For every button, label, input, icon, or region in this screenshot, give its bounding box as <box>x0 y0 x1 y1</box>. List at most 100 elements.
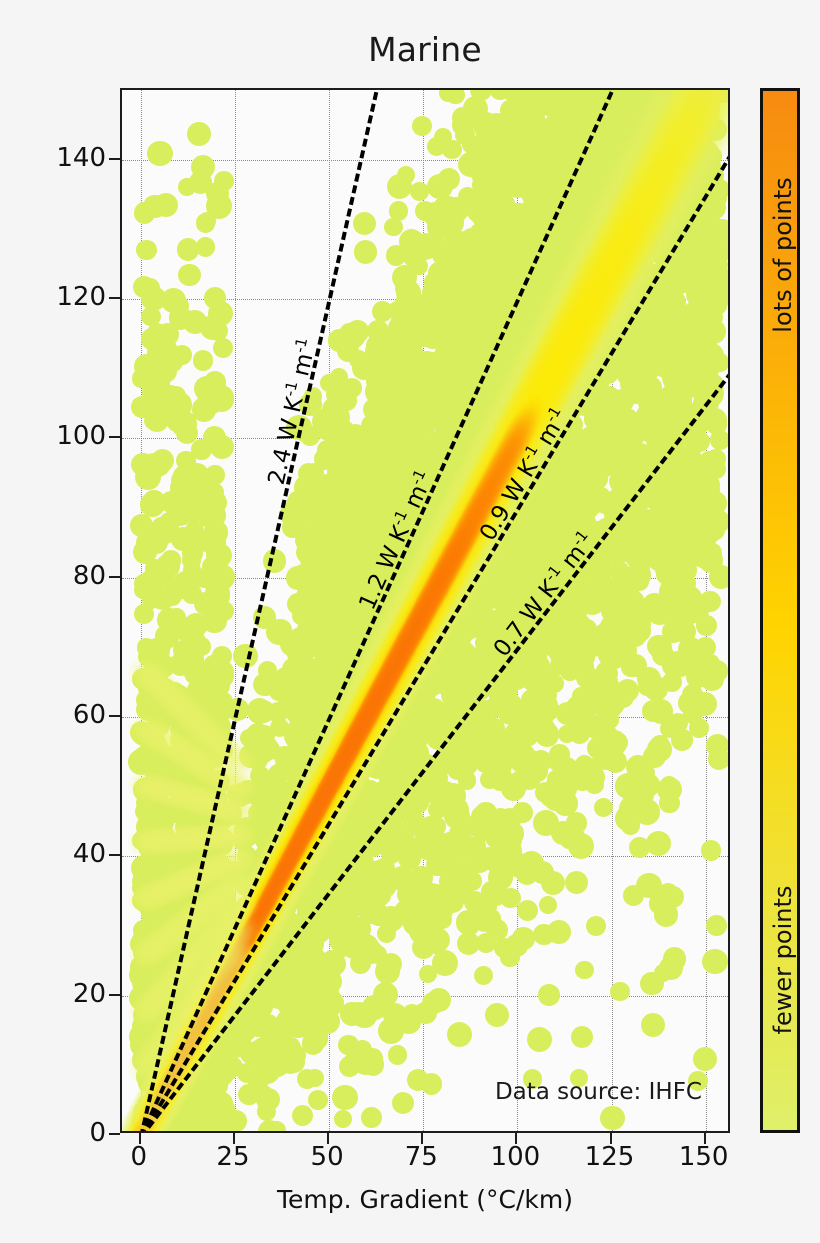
scatter-point <box>591 154 614 177</box>
scatter-point <box>481 881 502 902</box>
scatter-point <box>516 170 540 194</box>
scatter-point <box>315 624 337 646</box>
scatter-point <box>705 521 725 541</box>
scatter-point <box>546 476 569 499</box>
scatter-point <box>685 88 708 102</box>
scatter-point <box>632 536 657 561</box>
scatter-point <box>400 891 425 916</box>
scatter-point <box>687 88 706 100</box>
scatter-point <box>546 476 565 495</box>
scatter-point <box>198 212 216 230</box>
scatter-point <box>330 609 355 634</box>
scatter-point <box>263 868 282 887</box>
scatter-point <box>431 365 452 386</box>
scatter-point <box>306 1069 324 1087</box>
scatter-point <box>257 1102 277 1122</box>
scatter-point <box>208 1101 227 1120</box>
scatter-point <box>149 649 167 667</box>
scatter-point <box>567 610 587 630</box>
scatter-point <box>675 88 693 99</box>
scatter-point <box>658 205 678 225</box>
scatter-point <box>553 447 574 468</box>
scatter-point <box>677 601 701 625</box>
scatter-point <box>245 1010 267 1032</box>
scatter-point <box>644 676 669 701</box>
scatter-point <box>497 234 522 259</box>
scatter-point <box>248 1073 268 1093</box>
scatter-point <box>542 325 567 350</box>
scatter-point <box>395 831 415 851</box>
scatter-point <box>508 206 533 231</box>
scatter-point <box>344 803 366 825</box>
scatter-point <box>341 824 365 848</box>
scatter-point <box>478 445 501 468</box>
scatter-point <box>479 294 502 317</box>
scatter-point <box>647 737 671 761</box>
scatter-point <box>329 603 354 628</box>
scatter-point <box>381 744 404 767</box>
scatter-point <box>555 215 575 235</box>
scatter-point <box>659 407 684 432</box>
scatter-point <box>459 229 485 255</box>
scatter-point <box>211 1097 235 1121</box>
scatter-point <box>522 184 545 207</box>
scatter-point <box>206 182 229 205</box>
scatter-point <box>193 697 213 717</box>
scatter-point <box>619 112 640 133</box>
scatter-point <box>302 1032 325 1055</box>
scatter-point <box>171 881 191 901</box>
scatter-point <box>474 444 492 462</box>
scatter-point <box>196 213 216 233</box>
scatter-point <box>440 210 465 235</box>
scatter-point <box>591 390 613 412</box>
scatter-point <box>509 399 530 420</box>
plot-canvas: 2.4 W K-1 m-1 1.2 W K-1 m-1 0.9 W K-1 m-1 0… <box>122 90 728 1131</box>
scatter-point <box>192 1101 212 1121</box>
scatter-point <box>532 717 554 739</box>
scatter-point <box>483 218 502 237</box>
gridline-horizontal <box>122 438 728 439</box>
scatter-point <box>651 481 673 503</box>
scatter-point <box>131 855 157 881</box>
scatter-point <box>627 184 649 206</box>
scatter-point <box>194 376 219 401</box>
scatter-point <box>133 778 157 802</box>
scatter-point <box>521 213 539 231</box>
scatter-point <box>511 743 535 767</box>
scatter-point <box>442 140 461 159</box>
scatter-point <box>654 308 679 333</box>
chart-figure: Marine Heat Flow (mW/m2) 020406080100120… <box>0 0 820 1243</box>
scatter-point <box>139 807 165 833</box>
scatter-point <box>604 750 627 773</box>
scatter-point <box>612 645 632 665</box>
scatter-point <box>566 827 585 846</box>
scatter-point <box>201 530 226 555</box>
scatter-point <box>200 1075 218 1093</box>
scatter-point <box>193 932 217 956</box>
scatter-point <box>628 88 653 103</box>
scatter-point <box>569 302 589 322</box>
scatter-point <box>566 652 589 675</box>
scatter-point <box>463 816 483 836</box>
scatter-point <box>211 879 234 902</box>
scatter-point <box>381 844 401 864</box>
scatter-point <box>200 1082 225 1107</box>
scatter-point <box>206 1113 230 1133</box>
scatter-point <box>566 431 586 451</box>
scatter-point <box>466 440 487 461</box>
scatter-point <box>656 179 677 200</box>
scatter-point <box>483 260 502 279</box>
scatter-point <box>151 702 174 725</box>
scatter-point <box>465 437 491 463</box>
scatter-point <box>209 1056 231 1078</box>
scatter-point <box>688 145 711 168</box>
scatter-point <box>649 699 674 724</box>
scatter-point <box>478 437 497 456</box>
scatter-point <box>464 414 487 437</box>
scatter-point <box>476 933 496 953</box>
scatter-point <box>605 608 629 632</box>
scatter-point <box>201 731 224 754</box>
scatter-point <box>195 945 213 963</box>
scatter-point <box>582 490 606 514</box>
scatter-point <box>568 346 590 368</box>
